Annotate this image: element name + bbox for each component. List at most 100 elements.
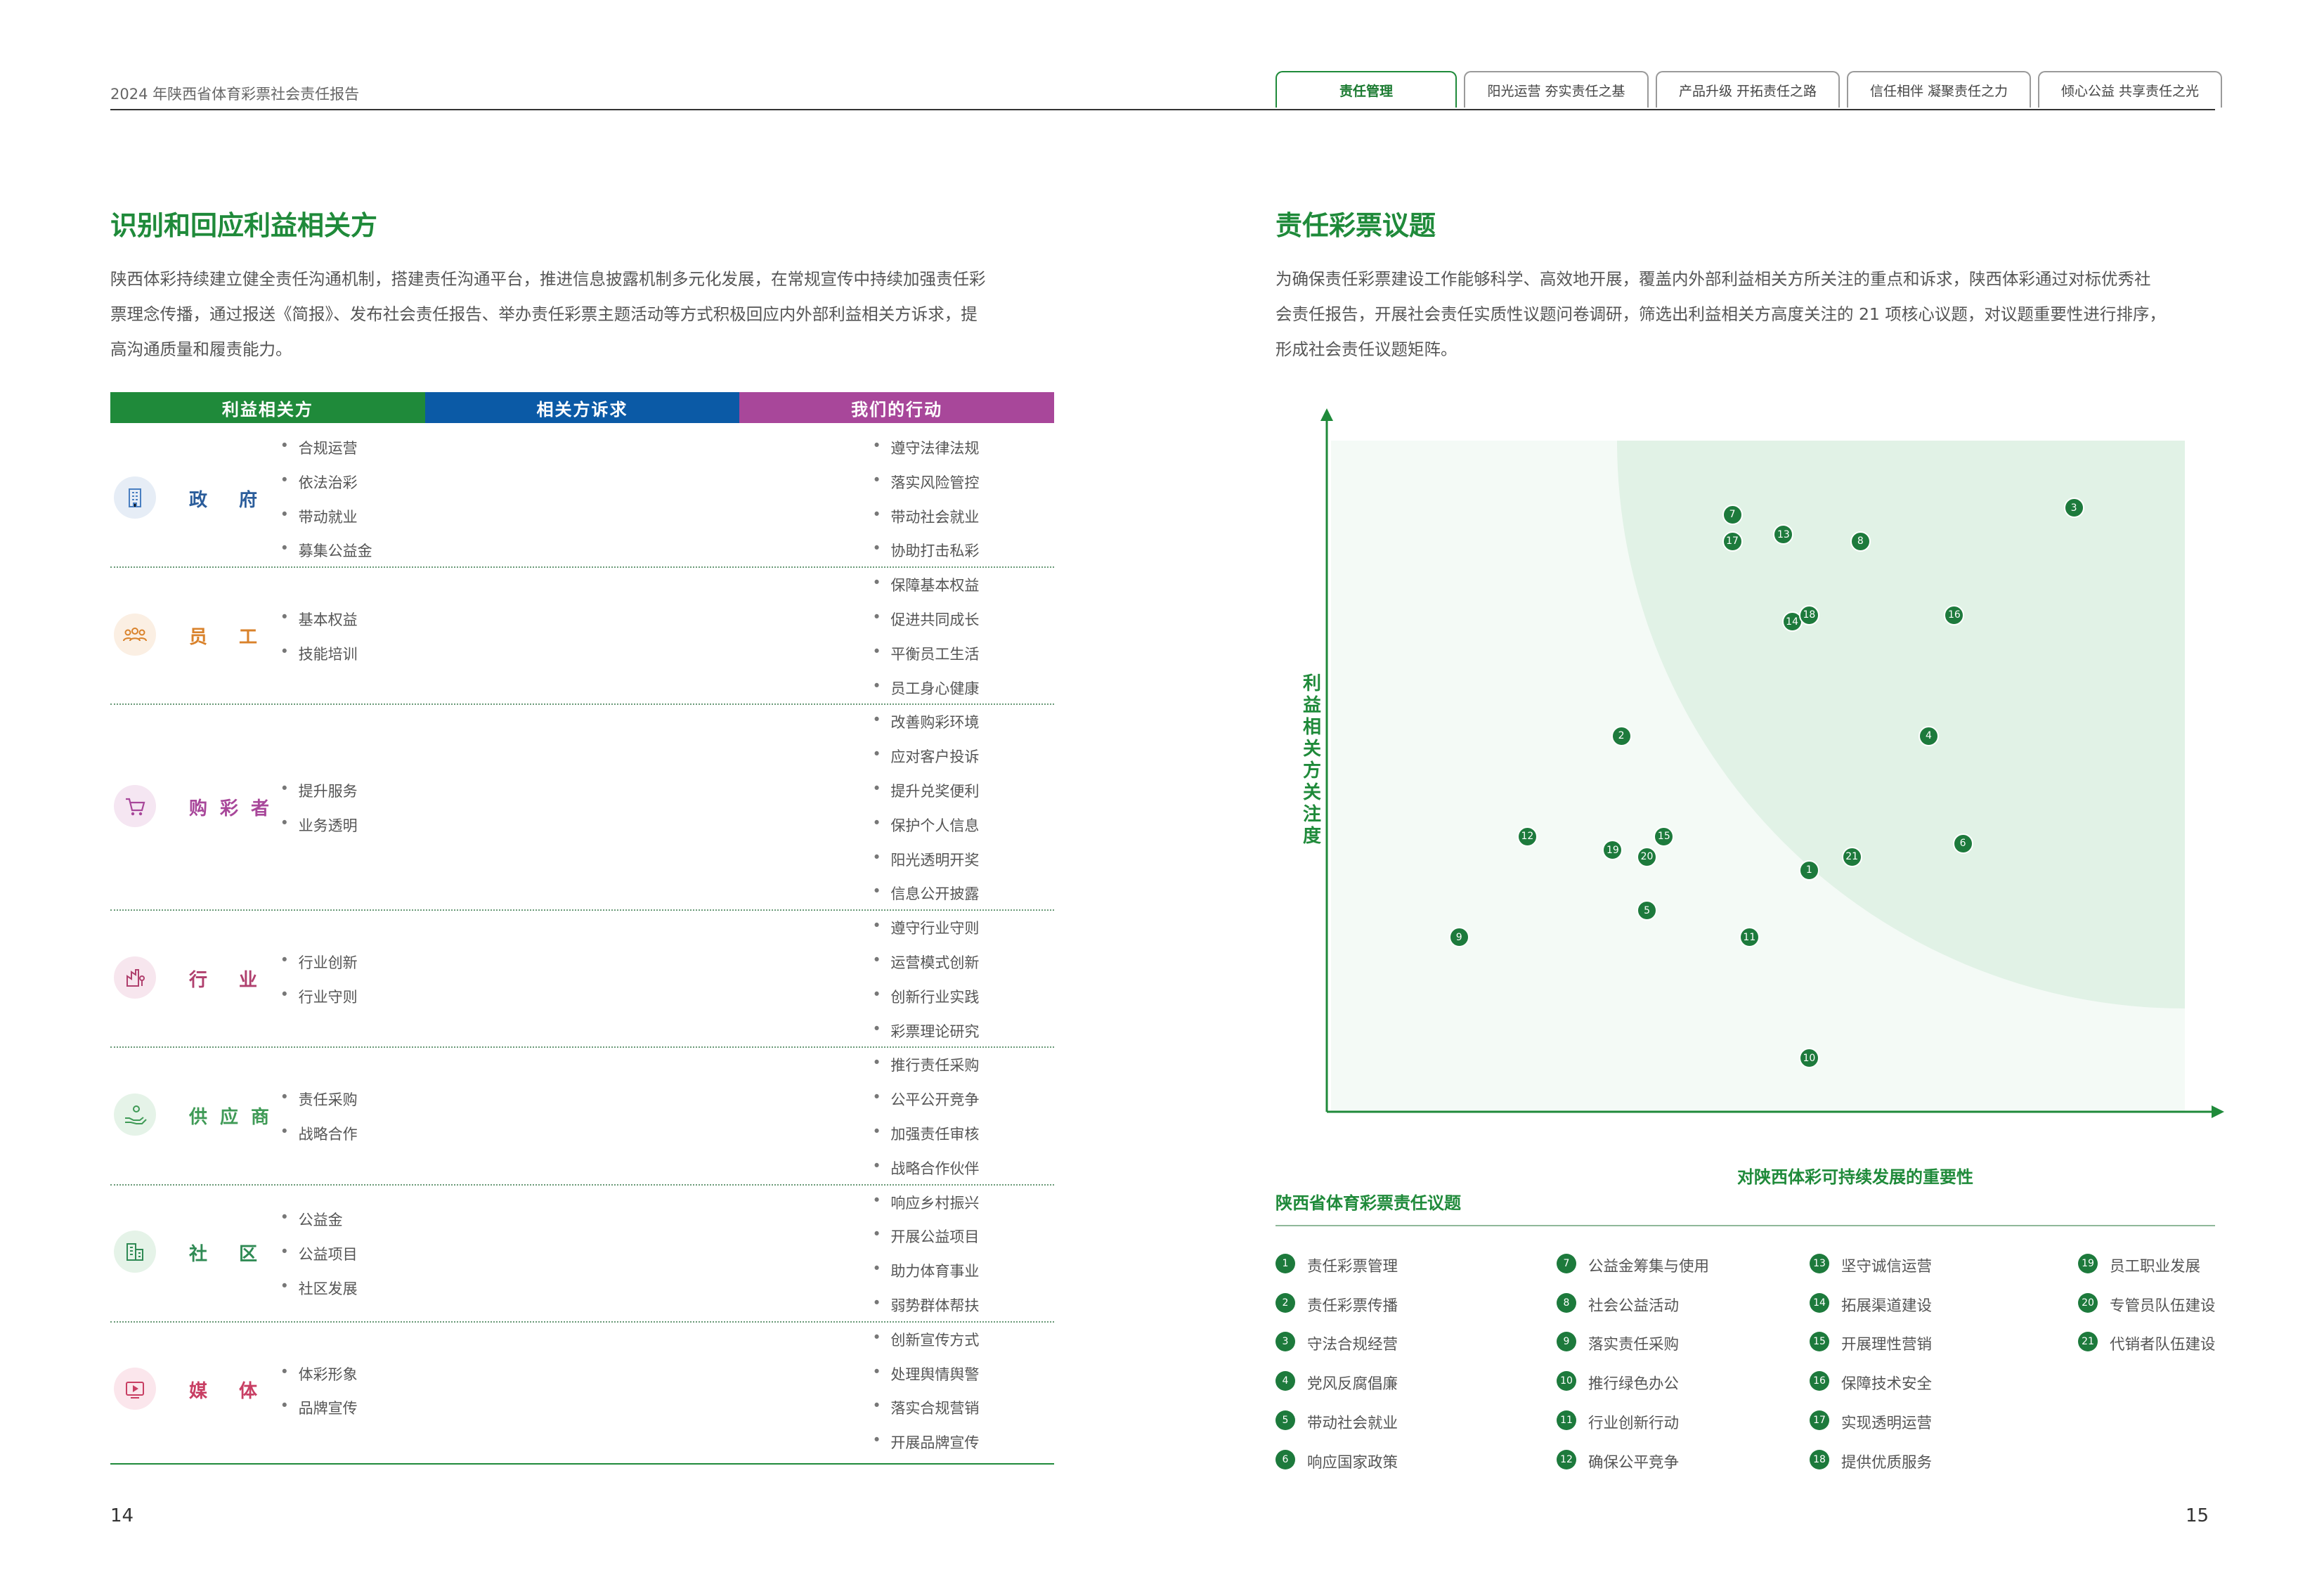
row-separator xyxy=(110,1046,1054,1049)
stakeholder-name: 社 区 xyxy=(189,1244,271,1266)
action-item: 创新行业实践 xyxy=(872,986,979,1007)
chapter-tabs: 责任管理 阳光运营 夯实责任之基 产品升级 开拓责任之路 信任相伴 凝聚责任之力… xyxy=(1275,71,2222,108)
legend-number: 16 xyxy=(1810,1371,1829,1391)
stakeholder-name: 员 工 xyxy=(189,626,271,648)
demand-item: 提升服务 xyxy=(280,780,358,801)
legend-number: 3 xyxy=(1275,1332,1295,1352)
action-item: 战略合作伙伴 xyxy=(872,1157,979,1179)
row-separator xyxy=(110,909,1054,911)
demand-item: 品牌宣传 xyxy=(280,1397,358,1418)
matrix-point-16: 16 xyxy=(1944,604,1965,625)
legend-text: 党风反腐倡廉 xyxy=(1307,1375,1398,1394)
matrix-point-3: 3 xyxy=(2063,498,2084,518)
high-priority-zone xyxy=(1617,441,2185,1008)
x-axis-label: 对陕西体彩可持续发展的重要性 xyxy=(1737,1167,1973,1187)
legend-number: 19 xyxy=(2078,1254,2098,1273)
report-title: 2024 年陕西省体育彩票社会责任报告 xyxy=(110,86,360,103)
header-divider xyxy=(110,109,2215,110)
legend-number: 8 xyxy=(1557,1292,1576,1313)
legend-number: 14 xyxy=(1810,1292,1829,1313)
row-separator xyxy=(110,1183,1054,1186)
stakeholder-name: 购彩者 xyxy=(189,798,283,819)
action-item: 弱势群体帮扶 xyxy=(872,1294,979,1316)
matrix-point-8: 8 xyxy=(1850,531,1871,552)
demand-item: 行业创新 xyxy=(280,952,358,973)
right-intro-paragraph: 为确保责任彩票建设工作能够科学、高效地开展，覆盖内外部利益相关方所关注的重点和诉… xyxy=(1275,261,2221,367)
page-number-left: 14 xyxy=(110,1505,134,1526)
legend-text: 开展理性营销 xyxy=(1841,1336,1933,1354)
demand-item: 战略合作 xyxy=(280,1123,358,1144)
demand-item: 社区发展 xyxy=(280,1278,358,1299)
y-axis-label: 利益相关方关注度 xyxy=(1302,673,1321,847)
left-intro-paragraph: 陕西体彩持续建立健全责任沟通机制，搭建责任沟通平台，推进信息披露机制多元化发展，… xyxy=(110,261,1066,367)
y-axis-arrow xyxy=(1320,408,1333,421)
demand-item: 合规运营 xyxy=(280,437,358,458)
legend-text: 行业创新行动 xyxy=(1588,1414,1680,1432)
demand-item: 体彩形象 xyxy=(280,1363,358,1384)
legend-text: 落实责任采购 xyxy=(1588,1336,1680,1354)
demand-item: 依法治彩 xyxy=(280,472,358,493)
tab-product-upgrade[interactable]: 产品升级 开拓责任之路 xyxy=(1656,71,1840,108)
issue-matrix-chart xyxy=(1320,408,2224,1118)
legend-text: 代销者队伍建设 xyxy=(2110,1336,2216,1354)
building-icon xyxy=(114,476,156,519)
action-item: 平衡员工生活 xyxy=(872,643,979,664)
action-item: 落实合规营销 xyxy=(872,1397,979,1418)
legend-number: 12 xyxy=(1557,1449,1576,1469)
x-axis-arrow xyxy=(2212,1105,2224,1118)
action-item: 公平公开竞争 xyxy=(872,1089,979,1110)
matrix-point-12: 12 xyxy=(1517,826,1538,847)
left-para-line: 票理念传播，通过报送《简报》、发布社会责任报告、举办责任彩票主题活动等方式积极回… xyxy=(110,304,978,324)
matrix-point-6: 6 xyxy=(1952,833,1973,854)
legend-number: 10 xyxy=(1557,1371,1576,1391)
demand-item: 业务透明 xyxy=(280,815,358,836)
action-item: 遵守行业守则 xyxy=(872,917,979,938)
action-item: 推行责任采购 xyxy=(872,1054,979,1075)
tab-sunshine-operation[interactable]: 阳光运营 夯实责任之基 xyxy=(1464,71,1649,108)
legend-number: 1 xyxy=(1275,1254,1295,1273)
legend-text: 实现透明运营 xyxy=(1841,1414,1933,1432)
tab-responsibility-management[interactable]: 责任管理 xyxy=(1275,71,1457,108)
stakeholder-table-header: 利益相关方 相关方诉求 我们的行动 xyxy=(110,392,1055,423)
tab-trust[interactable]: 信任相伴 凝聚责任之力 xyxy=(1847,71,2031,108)
table-bottom-rule xyxy=(110,1463,1054,1465)
action-item: 处理舆情舆警 xyxy=(872,1363,979,1384)
tab-public-welfare[interactable]: 倾心公益 共享责任之光 xyxy=(2038,71,2222,108)
people-icon xyxy=(114,613,156,656)
stakeholder-name: 行 业 xyxy=(189,969,271,991)
action-item: 阳光透明开奖 xyxy=(872,849,979,870)
legend-number: 4 xyxy=(1275,1371,1295,1391)
legend-text: 带动社会就业 xyxy=(1307,1414,1398,1432)
action-item: 创新宣传方式 xyxy=(872,1329,979,1350)
action-item: 开展公益项目 xyxy=(872,1226,979,1247)
page-number-right: 15 xyxy=(2186,1505,2209,1526)
action-item: 促进共同成长 xyxy=(872,609,979,630)
buildings-icon xyxy=(114,1231,156,1273)
action-item: 响应乡村振兴 xyxy=(872,1192,979,1213)
demand-item: 技能培训 xyxy=(280,643,358,664)
matrix-point-2: 2 xyxy=(1611,725,1632,746)
legend-text: 责任彩票传播 xyxy=(1307,1297,1398,1315)
legend-number: 11 xyxy=(1557,1410,1576,1430)
action-item: 提升兑奖便利 xyxy=(872,780,979,801)
action-item: 带动社会就业 xyxy=(872,506,979,527)
legend-text: 社会公益活动 xyxy=(1588,1297,1680,1315)
legend-number: 9 xyxy=(1557,1332,1576,1352)
legend-number: 7 xyxy=(1557,1254,1576,1273)
legend-text: 提供优质服务 xyxy=(1841,1453,1933,1472)
action-item: 遵守法律法规 xyxy=(872,437,979,458)
right-para-line: 形成社会责任议题矩阵。 xyxy=(1275,339,1458,359)
action-item: 应对客户投诉 xyxy=(872,746,979,767)
industry-icon xyxy=(114,956,156,999)
demand-item: 带动就业 xyxy=(280,506,358,527)
matrix-point-7: 7 xyxy=(1722,504,1743,525)
legend-number: 5 xyxy=(1275,1410,1295,1430)
right-para-line: 会责任报告，开展社会责任实质性议题问卷调研，筛选出利益相关方高度关注的 21 项… xyxy=(1275,304,2166,324)
matrix-point-5: 5 xyxy=(1637,900,1658,921)
th-actions: 我们的行动 xyxy=(739,392,1055,423)
matrix-point-1: 1 xyxy=(1798,859,1819,881)
left-para-line: 高沟通质量和履责能力。 xyxy=(110,339,292,359)
matrix-point-13: 13 xyxy=(1773,524,1794,545)
left-para-line: 陕西体彩持续建立健全责任沟通机制，搭建责任沟通平台，推进信息披露机制多元化发展，… xyxy=(110,269,986,289)
legend-text: 保障技术安全 xyxy=(1841,1375,1933,1394)
